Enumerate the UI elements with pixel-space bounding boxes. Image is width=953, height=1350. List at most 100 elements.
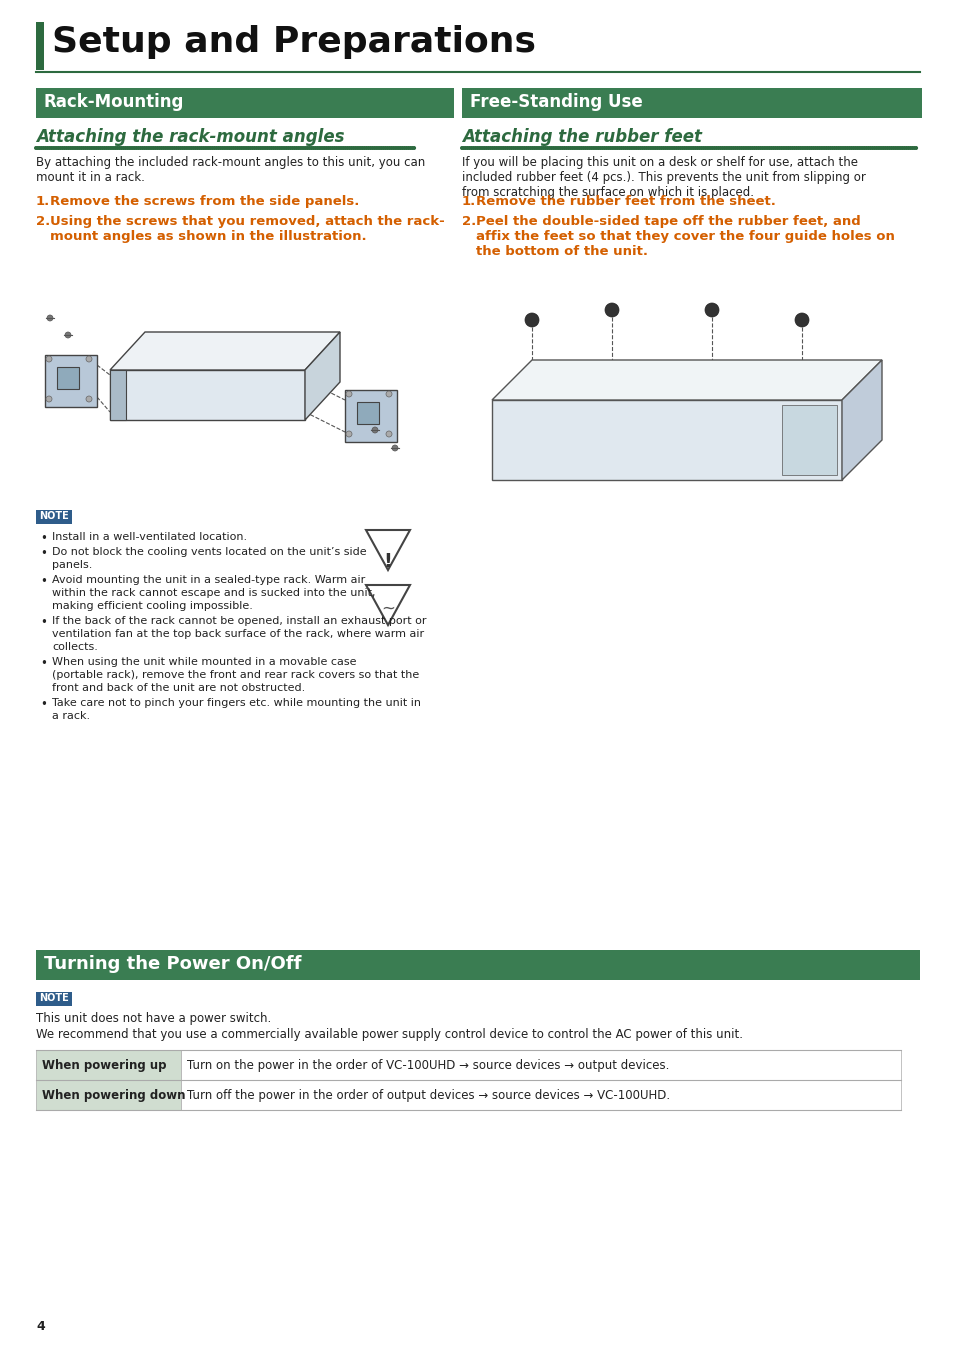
Circle shape xyxy=(55,147,58,150)
Circle shape xyxy=(830,147,833,150)
Circle shape xyxy=(529,147,531,150)
Circle shape xyxy=(895,147,898,150)
Circle shape xyxy=(141,147,144,150)
Circle shape xyxy=(604,302,618,317)
Circle shape xyxy=(291,147,294,150)
Circle shape xyxy=(233,147,236,150)
Circle shape xyxy=(304,147,307,150)
Circle shape xyxy=(229,147,231,150)
Circle shape xyxy=(262,147,265,150)
Circle shape xyxy=(357,147,360,150)
Circle shape xyxy=(479,147,482,150)
Circle shape xyxy=(514,147,516,150)
Circle shape xyxy=(893,147,896,150)
Circle shape xyxy=(395,147,398,150)
Circle shape xyxy=(899,147,902,150)
Circle shape xyxy=(847,147,850,150)
Circle shape xyxy=(327,147,330,150)
Circle shape xyxy=(310,147,313,150)
Circle shape xyxy=(891,147,894,150)
Circle shape xyxy=(548,147,550,150)
Circle shape xyxy=(878,147,881,150)
Circle shape xyxy=(375,147,377,150)
Circle shape xyxy=(519,147,521,150)
Circle shape xyxy=(210,147,212,150)
Circle shape xyxy=(124,147,127,150)
Circle shape xyxy=(741,147,743,150)
Circle shape xyxy=(533,147,535,150)
Circle shape xyxy=(768,147,770,150)
Bar xyxy=(36,1050,181,1080)
Circle shape xyxy=(604,147,607,150)
Circle shape xyxy=(836,147,839,150)
Circle shape xyxy=(807,147,810,150)
Circle shape xyxy=(902,147,905,150)
Text: a rack.: a rack. xyxy=(52,711,90,721)
Circle shape xyxy=(861,147,863,150)
Circle shape xyxy=(397,147,399,150)
Circle shape xyxy=(652,147,655,150)
Circle shape xyxy=(897,147,900,150)
Circle shape xyxy=(99,147,102,150)
Circle shape xyxy=(709,147,712,150)
Circle shape xyxy=(704,302,719,317)
Circle shape xyxy=(834,147,837,150)
Circle shape xyxy=(251,147,253,150)
Circle shape xyxy=(843,147,846,150)
Text: Avoid mounting the unit in a sealed-type rack. Warm air: Avoid mounting the unit in a sealed-type… xyxy=(52,575,365,585)
Bar xyxy=(356,402,378,424)
Circle shape xyxy=(411,147,413,150)
Circle shape xyxy=(294,147,297,150)
Circle shape xyxy=(579,147,582,150)
Circle shape xyxy=(882,147,884,150)
Circle shape xyxy=(91,147,94,150)
Circle shape xyxy=(151,147,153,150)
Circle shape xyxy=(734,147,736,150)
Circle shape xyxy=(504,147,506,150)
Circle shape xyxy=(597,147,599,150)
Circle shape xyxy=(498,147,500,150)
Circle shape xyxy=(558,147,561,150)
Circle shape xyxy=(386,392,392,397)
Circle shape xyxy=(853,147,856,150)
Circle shape xyxy=(637,147,639,150)
Circle shape xyxy=(781,147,783,150)
Circle shape xyxy=(508,147,510,150)
Circle shape xyxy=(654,147,657,150)
Circle shape xyxy=(114,147,117,150)
Circle shape xyxy=(348,147,351,150)
Circle shape xyxy=(65,332,71,338)
Circle shape xyxy=(137,147,140,150)
Bar xyxy=(36,1080,181,1110)
Circle shape xyxy=(46,396,52,402)
Circle shape xyxy=(794,313,808,327)
Circle shape xyxy=(485,147,488,150)
Circle shape xyxy=(183,147,185,150)
Circle shape xyxy=(97,147,100,150)
Circle shape xyxy=(722,147,724,150)
Circle shape xyxy=(204,147,206,150)
Circle shape xyxy=(338,147,341,150)
Circle shape xyxy=(914,147,917,150)
Circle shape xyxy=(554,147,556,150)
Text: front and back of the unit are not obstructed.: front and back of the unit are not obstr… xyxy=(52,683,305,693)
Circle shape xyxy=(493,147,495,150)
Text: 2.: 2. xyxy=(36,215,51,228)
Text: When powering down: When powering down xyxy=(42,1088,185,1102)
Circle shape xyxy=(510,147,512,150)
Text: Take care not to pinch your fingers etc. while mounting the unit in: Take care not to pinch your fingers etc.… xyxy=(52,698,420,707)
Circle shape xyxy=(635,147,638,150)
Circle shape xyxy=(614,147,617,150)
Circle shape xyxy=(274,147,276,150)
Circle shape xyxy=(841,147,844,150)
Text: collects.: collects. xyxy=(52,643,98,652)
Circle shape xyxy=(690,147,693,150)
Text: Do not block the cooling vents located on the unit’s side: Do not block the cooling vents located o… xyxy=(52,547,366,558)
Circle shape xyxy=(193,147,194,150)
Circle shape xyxy=(346,431,352,437)
Circle shape xyxy=(323,147,326,150)
Circle shape xyxy=(196,147,198,150)
Text: !: ! xyxy=(383,552,392,571)
Circle shape xyxy=(130,147,132,150)
Circle shape xyxy=(633,147,636,150)
